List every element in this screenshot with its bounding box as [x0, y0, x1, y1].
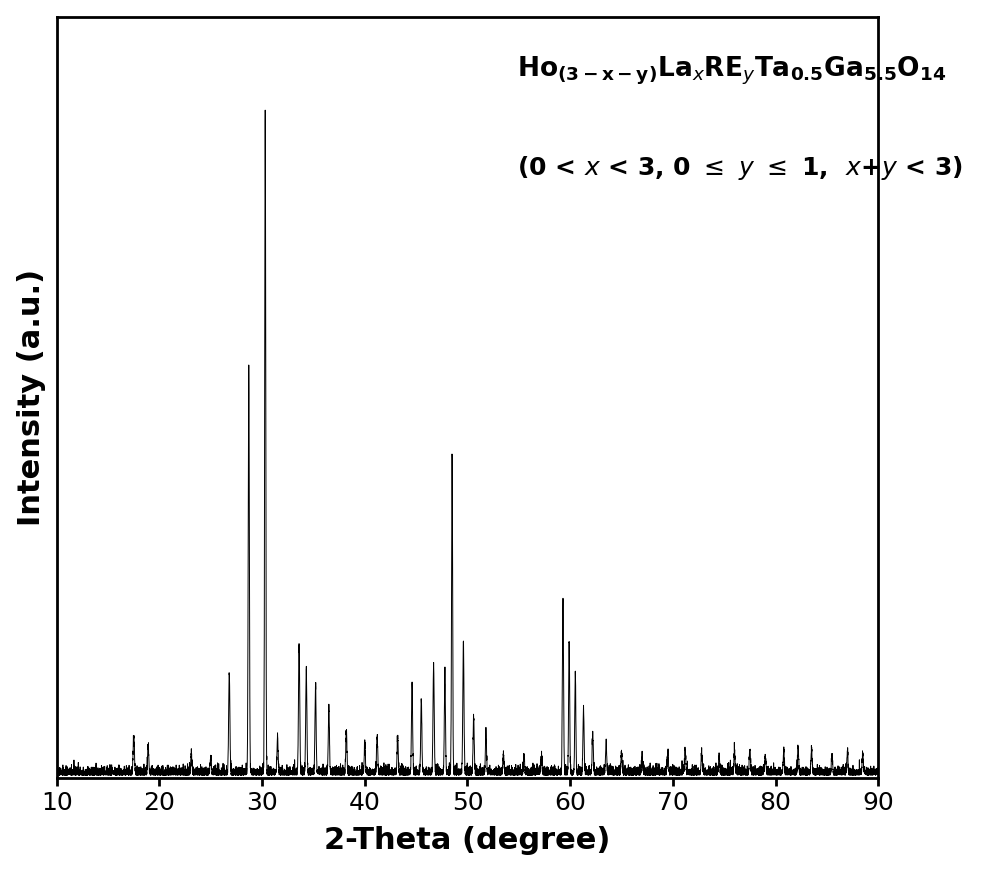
- Text: Ho$_{\mathregular{(3-x-y)}}$La$_x$RE$_y$Ta$_{\mathregular{0.5}}$Ga$_{\mathregula: Ho$_{\mathregular{(3-x-y)}}$La$_x$RE$_y$…: [517, 55, 946, 87]
- Text: (0 < $x$ < 3, 0 $\leq$ $y$ $\leq$ 1,  $x$+$y$ < 3): (0 < $x$ < 3, 0 $\leq$ $y$ $\leq$ 1, $x$…: [517, 153, 963, 181]
- Y-axis label: Intensity (a.u.): Intensity (a.u.): [17, 269, 46, 526]
- X-axis label: 2-Theta (degree): 2-Theta (degree): [324, 827, 611, 855]
